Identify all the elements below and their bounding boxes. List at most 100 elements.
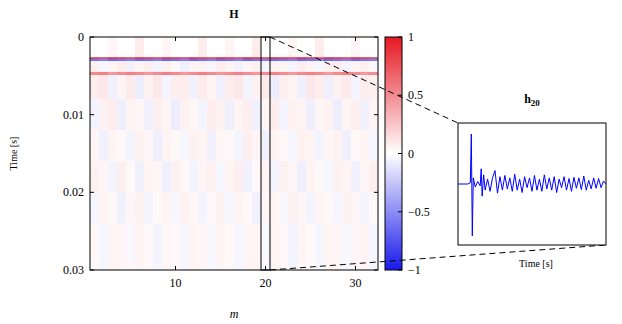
heatmap-cell bbox=[180, 223, 189, 270]
heatmap-cell bbox=[171, 72, 180, 75]
heatmap-cell bbox=[126, 99, 135, 130]
heatmap-cell bbox=[306, 130, 315, 161]
heatmap-cell bbox=[342, 75, 351, 99]
zoom-line bbox=[270, 245, 606, 270]
heatmap-cell bbox=[315, 192, 324, 223]
heatmap-cell bbox=[315, 61, 324, 72]
heatmap-cell bbox=[171, 99, 180, 130]
heatmap-cell bbox=[270, 61, 279, 72]
heatmap-cell bbox=[270, 72, 279, 75]
heatmap-cell bbox=[369, 75, 378, 99]
heatmap-cell bbox=[306, 61, 315, 72]
title: H bbox=[229, 7, 239, 21]
y-tick bbox=[374, 37, 378, 38]
heatmap-cell bbox=[315, 72, 324, 75]
heatmap-cell bbox=[225, 99, 234, 130]
heatmap-cell bbox=[270, 192, 279, 223]
x-tick-label: 10 bbox=[170, 276, 182, 290]
heatmap-cell bbox=[342, 223, 351, 270]
heatmap-cell bbox=[324, 75, 333, 99]
heatmap-cell bbox=[360, 37, 369, 57]
heatmap-cell bbox=[306, 192, 315, 223]
heatmap-cell bbox=[117, 161, 126, 192]
heatmap-cell bbox=[171, 223, 180, 270]
x-tick bbox=[355, 37, 356, 41]
heatmap-cell bbox=[279, 130, 288, 161]
heatmap-cell bbox=[351, 59, 360, 62]
heatmap-cell bbox=[189, 61, 198, 72]
heatmap-cell bbox=[126, 75, 135, 99]
heatmap-cell bbox=[360, 72, 369, 75]
heatmap-cell bbox=[243, 192, 252, 223]
heatmap-cell bbox=[198, 223, 207, 270]
heatmap-cell bbox=[90, 99, 99, 130]
heatmap-cell bbox=[288, 223, 297, 270]
heatmap-cell bbox=[207, 192, 216, 223]
heatmap-cell bbox=[297, 192, 306, 223]
heatmap-cell bbox=[198, 61, 207, 72]
heatmap-cell bbox=[279, 61, 288, 72]
heatmap-cell bbox=[360, 61, 369, 72]
colorbar-tick-label: −0.5 bbox=[408, 205, 430, 219]
heatmap-cell bbox=[369, 59, 378, 62]
heatmap-cell bbox=[180, 75, 189, 99]
heatmap-cell bbox=[216, 192, 225, 223]
heatmap-cell bbox=[198, 192, 207, 223]
colorbar-tick-label: 1 bbox=[408, 30, 414, 44]
heatmap-cell bbox=[144, 37, 153, 57]
heatmap-cell bbox=[162, 130, 171, 161]
y-tick bbox=[374, 192, 378, 193]
heatmap-cell bbox=[126, 130, 135, 161]
heatmap-cell bbox=[288, 99, 297, 130]
colorbar-tick bbox=[398, 270, 402, 271]
y-tick bbox=[374, 270, 378, 271]
heatmap-cell bbox=[225, 72, 234, 75]
heatmap-cell bbox=[90, 161, 99, 192]
x-tick bbox=[265, 266, 266, 270]
heatmap-cell bbox=[234, 130, 243, 161]
heatmap-cell bbox=[108, 223, 117, 270]
heatmap-cell bbox=[144, 59, 153, 62]
heatmap-cell bbox=[99, 161, 108, 192]
heatmap-cell bbox=[198, 99, 207, 130]
heatmap-cell bbox=[99, 192, 108, 223]
heatmap-cell bbox=[108, 161, 117, 192]
heatmap-cell bbox=[270, 37, 279, 57]
heatmap-cell bbox=[252, 59, 261, 62]
colorbar-tick bbox=[398, 37, 402, 38]
heatmap-cell bbox=[108, 99, 117, 130]
y-tick bbox=[90, 114, 94, 115]
heatmap-cell bbox=[297, 161, 306, 192]
heatmap-cell bbox=[252, 75, 261, 99]
heatmap-cell bbox=[261, 37, 270, 57]
heatmap-cell bbox=[90, 72, 99, 75]
heatmap-cell bbox=[234, 75, 243, 99]
heatmap-cell bbox=[333, 130, 342, 161]
heatmap-cell bbox=[216, 99, 225, 130]
heatmap-cell bbox=[243, 75, 252, 99]
heatmap-cell bbox=[360, 130, 369, 161]
heatmap-cell bbox=[261, 72, 270, 75]
heatmap-cell bbox=[243, 72, 252, 75]
heatmap-cell bbox=[225, 223, 234, 270]
heatmap-cell bbox=[126, 223, 135, 270]
heatmap-cell bbox=[324, 59, 333, 62]
heatmap-cell bbox=[99, 223, 108, 270]
heatmap-cell bbox=[351, 130, 360, 161]
heatmap-cell bbox=[162, 223, 171, 270]
heatmap-cell bbox=[369, 192, 378, 223]
colorbar-tick-label: 0 bbox=[408, 147, 414, 161]
heatmap-cell bbox=[270, 59, 279, 62]
heatmap-cell bbox=[369, 130, 378, 161]
heatmap-cell bbox=[99, 130, 108, 161]
heatmap-cell bbox=[369, 99, 378, 130]
heatmap-cell bbox=[171, 192, 180, 223]
heatmap-cell bbox=[243, 99, 252, 130]
heatmap-cell bbox=[117, 72, 126, 75]
heatmap-cell bbox=[117, 75, 126, 99]
heatmap-cell bbox=[225, 59, 234, 62]
heatmap-cell bbox=[135, 75, 144, 99]
heatmap-cell bbox=[144, 192, 153, 223]
heatmap-cell bbox=[234, 59, 243, 62]
heatmap-cell bbox=[288, 192, 297, 223]
